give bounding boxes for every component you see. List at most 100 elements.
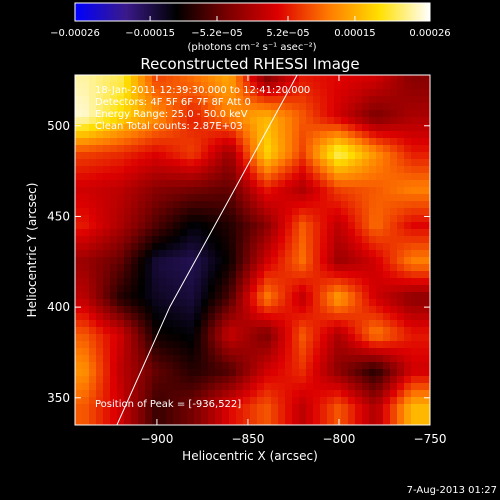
heatmap-cell [117, 208, 125, 216]
heatmap-cell [341, 418, 349, 425]
heatmap-cell [390, 215, 398, 223]
heatmap-cell [110, 397, 118, 405]
heatmap-cell [271, 390, 279, 398]
heatmap-cell [236, 138, 244, 146]
heatmap-cell [145, 145, 153, 153]
heatmap-cell [215, 173, 223, 181]
heatmap-cell [313, 243, 321, 251]
heatmap-cell [383, 159, 391, 167]
heatmap-cell [82, 124, 90, 132]
heatmap-cell [418, 89, 426, 97]
heatmap-cell [159, 376, 167, 384]
heatmap-cell [362, 285, 370, 293]
heatmap-cell [166, 145, 174, 153]
heatmap-cell [124, 250, 132, 258]
heatmap-cell [152, 397, 160, 405]
heatmap-cell [411, 355, 419, 363]
heatmap-cell [243, 285, 251, 293]
heatmap-cell [285, 397, 293, 405]
heatmap-cell [320, 110, 328, 118]
heatmap-cell [138, 390, 146, 398]
heatmap-cell [103, 411, 111, 419]
heatmap-cell [285, 327, 293, 335]
heatmap-cell [341, 292, 349, 300]
heatmap-cell [159, 166, 167, 174]
heatmap-cell [285, 124, 293, 132]
heatmap-cell [320, 89, 328, 97]
heatmap-cell [411, 264, 419, 272]
heatmap-cell [341, 285, 349, 293]
heatmap-cell [285, 215, 293, 223]
heatmap-cell [215, 180, 223, 188]
heatmap-cell [257, 103, 265, 111]
heatmap-cell [173, 138, 181, 146]
heatmap-cell [166, 103, 174, 111]
heatmap-cell [201, 404, 209, 412]
heatmap-cell [271, 362, 279, 370]
heatmap-cell [341, 236, 349, 244]
heatmap-cell [159, 131, 167, 139]
heatmap-cell [376, 397, 384, 405]
heatmap-cell [264, 159, 272, 167]
heatmap-cell [194, 285, 202, 293]
heatmap-cell [222, 110, 230, 118]
heatmap-cell [215, 418, 223, 425]
heatmap-cell [145, 173, 153, 181]
heatmap-cell [264, 320, 272, 328]
heatmap-cell [138, 299, 146, 307]
heatmap-cell [327, 362, 335, 370]
heatmap-cell [313, 411, 321, 419]
heatmap-cell [390, 117, 398, 125]
heatmap-cell [243, 257, 251, 265]
heatmap-cell [131, 264, 139, 272]
heatmap-cell [194, 313, 202, 321]
heatmap-cell [103, 236, 111, 244]
heatmap-cell [138, 187, 146, 195]
heatmap-cell [166, 173, 174, 181]
heatmap-cell [369, 89, 377, 97]
heatmap-cell [208, 166, 216, 174]
heatmap-cell [299, 271, 307, 279]
heatmap-cell [285, 187, 293, 195]
heatmap-cell [201, 397, 209, 405]
heatmap-cell [362, 271, 370, 279]
heatmap-cell [236, 152, 244, 160]
heatmap-cell [327, 173, 335, 181]
heatmap-cell [397, 180, 405, 188]
heatmap-cell [117, 222, 125, 230]
heatmap-cell [390, 250, 398, 258]
heatmap-cell [313, 201, 321, 209]
heatmap-cell [320, 124, 328, 132]
heatmap-cell [124, 173, 132, 181]
heatmap-cell [320, 397, 328, 405]
heatmap-cell [131, 82, 139, 90]
heatmap-cell [334, 376, 342, 384]
heatmap-cell [173, 229, 181, 237]
heatmap-cell [292, 299, 300, 307]
heatmap-cell [250, 376, 258, 384]
heatmap-cell [222, 327, 230, 335]
heatmap-cell [236, 243, 244, 251]
heatmap-cell [124, 285, 132, 293]
heatmap-cell [110, 250, 118, 258]
heatmap-cell [264, 271, 272, 279]
heatmap-cell [292, 348, 300, 356]
heatmap-cell [103, 285, 111, 293]
heatmap-cell [145, 264, 153, 272]
heatmap-cell [96, 89, 104, 97]
heatmap-cell [376, 222, 384, 230]
heatmap-cell [152, 89, 160, 97]
heatmap-cell [166, 96, 174, 104]
heatmap-cell [173, 82, 181, 90]
heatmap-cell [355, 124, 363, 132]
heatmap-cell [131, 215, 139, 223]
heatmap-cell [341, 348, 349, 356]
heatmap-cell [250, 145, 258, 153]
heatmap-cell [187, 194, 195, 202]
heatmap-cell [236, 285, 244, 293]
heatmap-cell [369, 348, 377, 356]
heatmap-cell [369, 299, 377, 307]
heatmap-cell [215, 159, 223, 167]
heatmap-cell [208, 418, 216, 425]
heatmap-cell [404, 229, 412, 237]
